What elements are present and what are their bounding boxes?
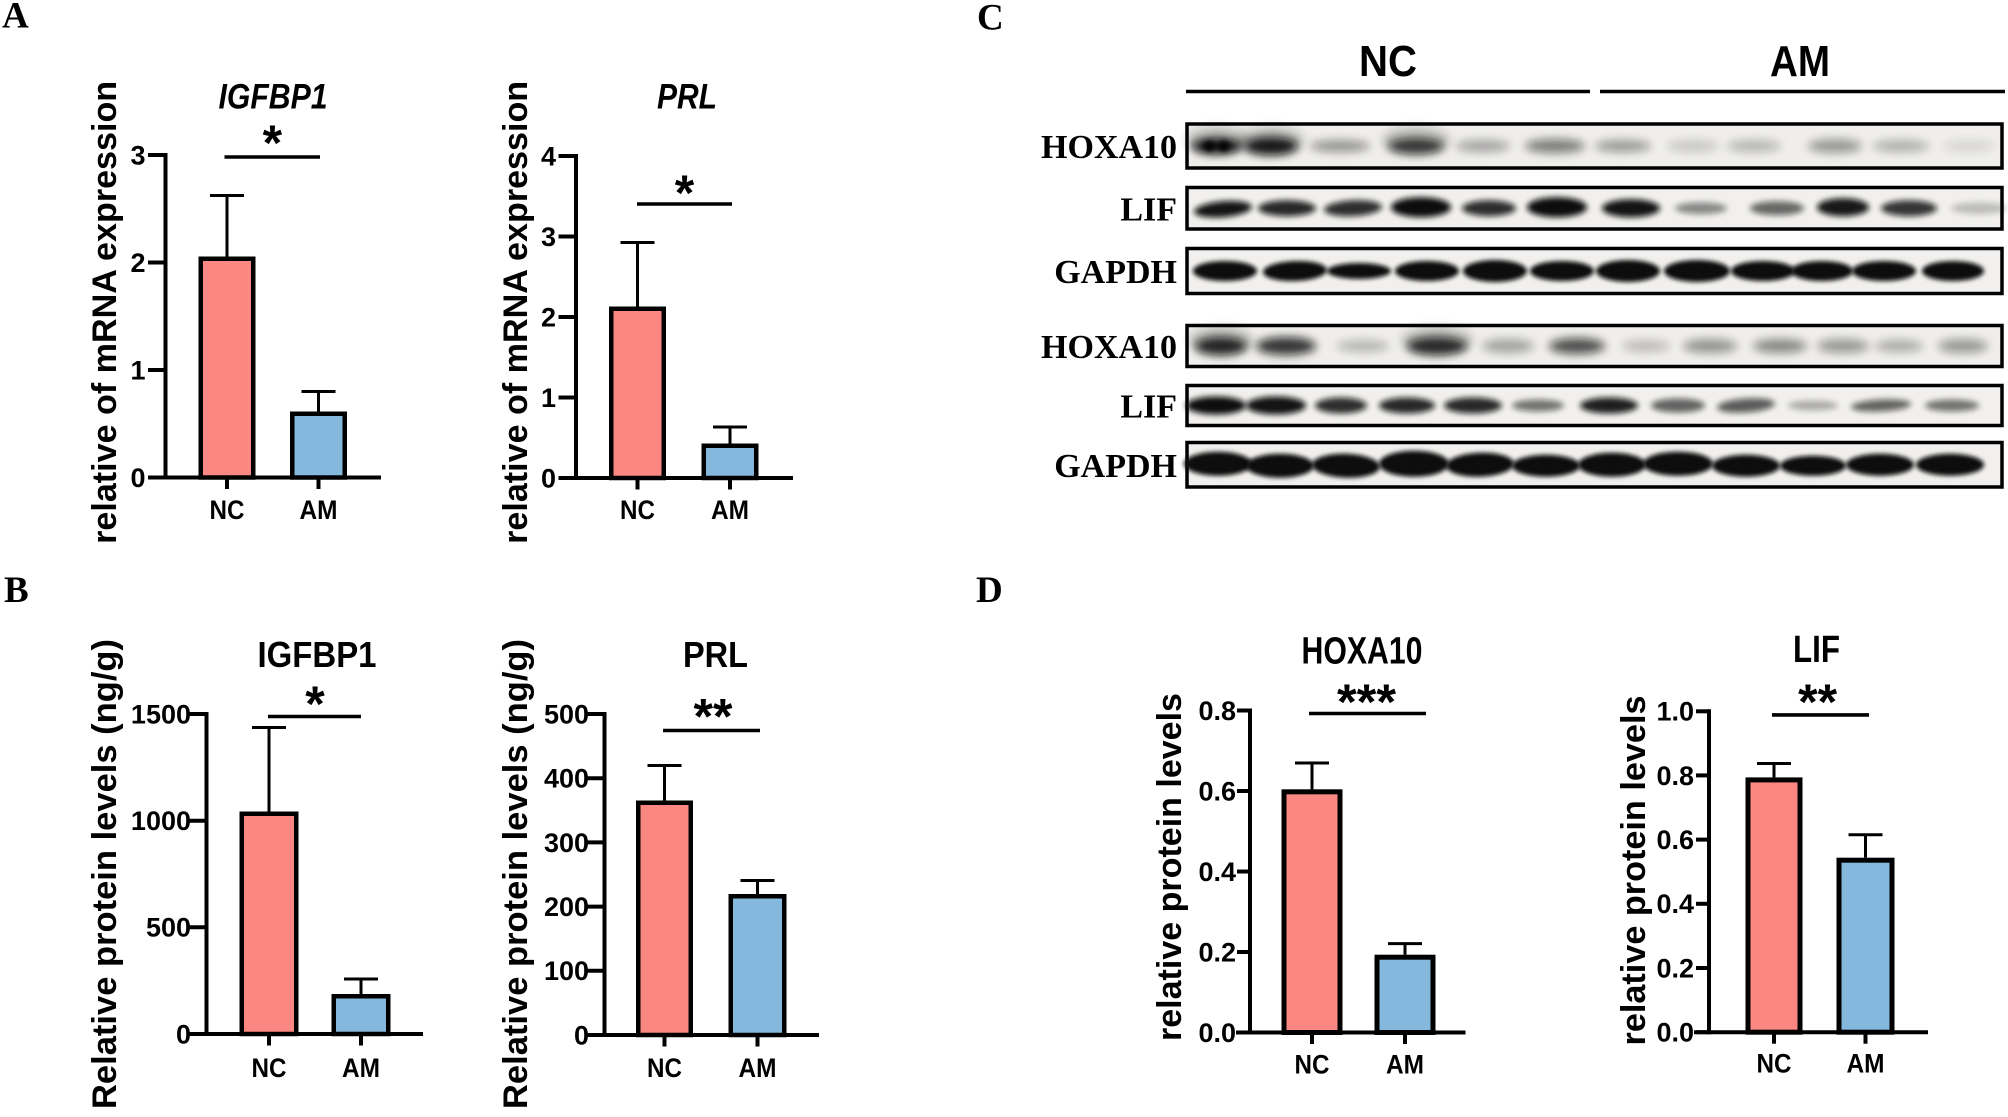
svg-text:HOXA10: HOXA10 [1302,631,1423,673]
svg-text:relative protein levels: relative protein levels [1151,693,1189,1041]
svg-text:relative of mRNA expression: relative of mRNA expression [86,81,124,544]
svg-text:1: 1 [541,383,556,413]
svg-text:0: 0 [130,463,145,493]
svg-text:Relative protein levels (ng/g): Relative protein levels (ng/g) [497,639,535,1109]
svg-text:HOXA10: HOXA10 [1041,129,1177,166]
svg-text:2: 2 [130,248,145,278]
svg-text:AM: AM [711,495,749,525]
svg-text:400: 400 [544,764,589,794]
svg-text:NC: NC [252,1053,287,1083]
svg-text:Relative protein levels (ng/g): Relative protein levels (ng/g) [86,639,124,1109]
svg-text:PRL: PRL [683,634,748,675]
svg-text:2: 2 [541,302,556,332]
svg-text:500: 500 [146,913,191,943]
svg-text:AM: AM [1386,1050,1424,1080]
svg-text:A: A [2,0,29,37]
svg-text:C: C [977,0,1004,39]
svg-text:3: 3 [130,140,145,170]
svg-text:relative protein levels: relative protein levels [1615,696,1653,1046]
svg-text:0.4: 0.4 [1198,857,1236,887]
svg-text:1500: 1500 [131,699,191,729]
svg-text:0.8: 0.8 [1198,696,1236,726]
svg-text:0.6: 0.6 [1198,776,1236,806]
svg-text:200: 200 [544,892,589,922]
svg-text:NC: NC [210,495,245,525]
svg-text:IGFBP1: IGFBP1 [258,634,377,675]
svg-text:500: 500 [544,699,589,729]
svg-text:NC: NC [1359,37,1417,86]
svg-text:relative of mRNA expression: relative of mRNA expression [497,81,535,544]
svg-text:0: 0 [541,463,556,493]
svg-text:0.4: 0.4 [1656,889,1694,919]
svg-text:D: D [976,570,1003,611]
svg-text:1000: 1000 [131,806,191,836]
svg-text:HOXA10: HOXA10 [1041,329,1177,366]
svg-text:LIF: LIF [1120,191,1177,228]
svg-text:AM: AM [342,1053,380,1083]
svg-text:300: 300 [544,828,589,858]
svg-text:GAPDH: GAPDH [1054,448,1177,485]
svg-text:GAPDH: GAPDH [1054,254,1177,291]
svg-text:*: * [675,165,695,221]
svg-text:0: 0 [176,1019,191,1049]
svg-text:B: B [4,570,29,611]
svg-text:3: 3 [541,222,556,252]
svg-text:NC: NC [1757,1049,1792,1079]
svg-text:4: 4 [541,141,556,171]
svg-text:LIF: LIF [1120,389,1177,426]
svg-text:0.0: 0.0 [1656,1018,1694,1048]
svg-text:IGFBP1: IGFBP1 [219,78,328,117]
svg-text:***: *** [1337,674,1397,730]
svg-text:LIF: LIF [1793,629,1840,671]
svg-text:1.0: 1.0 [1656,697,1694,727]
svg-text:0.2: 0.2 [1656,953,1694,983]
svg-text:**: ** [1798,674,1838,730]
svg-text:*: * [263,115,283,171]
svg-text:AM: AM [300,495,338,525]
svg-text:0.8: 0.8 [1656,761,1694,791]
svg-text:0.6: 0.6 [1656,825,1694,855]
svg-text:0.2: 0.2 [1198,937,1236,967]
svg-text:PRL: PRL [657,78,717,117]
svg-text:100: 100 [544,956,589,986]
svg-text:**: ** [694,689,734,745]
svg-text:NC: NC [1295,1050,1330,1080]
svg-text:NC: NC [647,1053,682,1083]
svg-text:NC: NC [620,495,655,525]
svg-text:*: * [305,676,325,732]
svg-text:AM: AM [1770,37,1830,86]
svg-text:0: 0 [574,1020,589,1050]
svg-text:1: 1 [130,355,145,385]
svg-text:AM: AM [739,1053,777,1083]
svg-text:AM: AM [1847,1049,1885,1079]
svg-text:0.0: 0.0 [1198,1018,1236,1048]
